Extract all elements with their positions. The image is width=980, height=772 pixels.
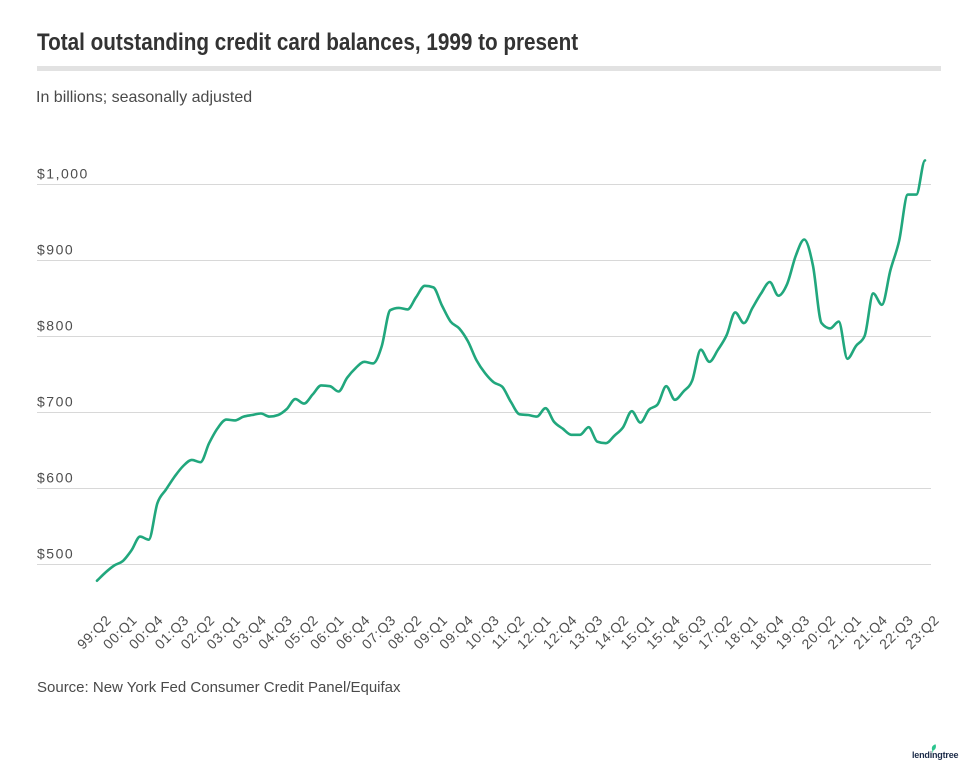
svg-text:$900: $900 <box>37 242 74 258</box>
svg-text:$500: $500 <box>37 546 74 562</box>
svg-text:$600: $600 <box>37 470 74 486</box>
svg-text:$800: $800 <box>37 318 74 334</box>
svg-text:$1,000: $1,000 <box>37 166 89 182</box>
svg-text:$700: $700 <box>37 394 74 410</box>
